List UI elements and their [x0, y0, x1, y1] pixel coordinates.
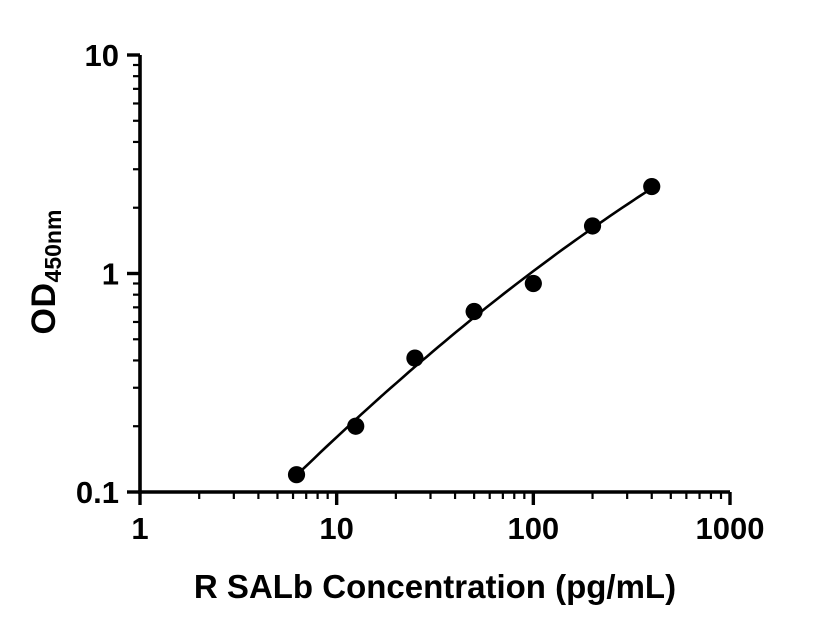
- data-point: [524, 274, 542, 293]
- y-tick-label: 1: [102, 257, 119, 292]
- data-point: [287, 466, 306, 484]
- x-tick-label: 10: [319, 511, 353, 546]
- x-tick-label: 1000: [696, 511, 765, 546]
- data-point: [583, 217, 602, 235]
- data-point: [643, 177, 661, 196]
- x-tick-label: 100: [507, 511, 559, 546]
- y-axis-title-main: OD: [25, 282, 63, 335]
- y-tick-label: 0.1: [76, 475, 119, 510]
- y-axis-title-subscript: 450nm: [40, 209, 66, 283]
- data-point: [465, 302, 483, 321]
- data-point: [406, 349, 424, 367]
- x-axis-title: R SALb Concentration (pg/mL): [193, 568, 677, 605]
- y-tick-label: 10: [85, 38, 119, 73]
- y-axis-title: OD450nm: [25, 210, 67, 335]
- data-point: [347, 417, 365, 435]
- x-tick-label: 1: [131, 511, 148, 546]
